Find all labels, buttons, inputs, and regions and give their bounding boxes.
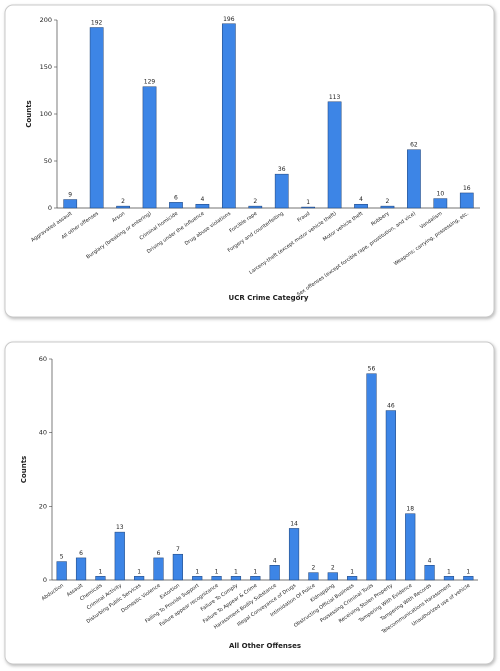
bar — [385, 410, 396, 581]
y-tick-label: 200 — [40, 16, 52, 24]
bar — [192, 576, 203, 581]
bar — [211, 576, 222, 581]
bar — [354, 203, 368, 209]
value-label: 2 — [311, 565, 315, 572]
bar — [463, 576, 474, 581]
bar — [380, 205, 395, 209]
value-label: 1 — [466, 568, 470, 575]
value-label: 6 — [174, 194, 178, 201]
bar — [114, 531, 125, 581]
value-label: 6 — [157, 550, 161, 557]
bar — [274, 173, 289, 209]
value-label: 4 — [359, 196, 363, 203]
value-label: 192 — [91, 20, 103, 27]
bar — [327, 101, 342, 209]
bar — [142, 86, 157, 209]
bar — [172, 553, 183, 581]
bar — [407, 149, 421, 209]
value-label: 1 — [137, 568, 141, 575]
bar — [56, 561, 67, 581]
value-label: 1 — [234, 568, 238, 575]
bar — [221, 23, 236, 209]
bar — [308, 572, 319, 581]
bar — [366, 373, 377, 581]
value-label: 4 — [428, 557, 432, 564]
value-label: 129 — [144, 79, 156, 86]
value-label: 7 — [176, 546, 180, 553]
bar — [169, 202, 183, 209]
value-label: 2 — [253, 198, 257, 205]
value-label: 4 — [200, 196, 204, 203]
value-label: 6 — [79, 550, 83, 557]
value-label: 1 — [447, 568, 451, 575]
value-label: 62 — [410, 142, 418, 149]
x-axis-title: UCR Crime Category — [229, 294, 309, 302]
bar — [327, 572, 338, 581]
y-tick-label: 100 — [40, 110, 52, 118]
bar — [459, 192, 474, 209]
value-label: 2 — [386, 198, 390, 205]
y-axis-title: Counts — [20, 456, 28, 483]
bar — [63, 199, 78, 209]
value-label: 4 — [273, 557, 277, 564]
bar — [230, 576, 242, 581]
value-label: 1 — [253, 568, 257, 575]
value-label: 56 — [368, 366, 376, 373]
bar — [195, 203, 210, 209]
bar — [248, 205, 263, 209]
value-label: 1 — [350, 568, 354, 575]
value-label: 1 — [306, 199, 310, 206]
y-tick-label: 50 — [44, 157, 52, 165]
y-tick-label: 0 — [43, 576, 47, 584]
bar — [301, 206, 316, 209]
value-label: 14 — [290, 520, 298, 527]
bar — [424, 565, 435, 581]
bar — [95, 576, 106, 581]
panel — [4, 4, 495, 318]
bar — [89, 27, 104, 209]
bar — [269, 565, 280, 581]
value-label: 36 — [278, 166, 286, 173]
value-label: 10 — [437, 191, 445, 198]
bar — [433, 198, 448, 209]
value-label: 1 — [98, 568, 102, 575]
value-label: 5 — [60, 554, 64, 561]
y-tick-label: 40 — [39, 429, 47, 437]
value-label: 46 — [387, 403, 395, 410]
y-tick-label: 0 — [48, 204, 52, 212]
y-tick-label: 150 — [40, 63, 52, 71]
y-tick-label: 20 — [39, 502, 47, 510]
bar — [153, 557, 164, 581]
y-tick-label: 60 — [39, 355, 47, 363]
bar — [405, 513, 416, 581]
value-label: 113 — [329, 94, 341, 101]
value-label: 18 — [406, 506, 414, 513]
bar — [443, 576, 455, 581]
value-label: 2 — [331, 565, 335, 572]
value-label: 16 — [463, 185, 471, 192]
value-label: 2 — [121, 198, 125, 205]
value-label: 13 — [116, 524, 124, 531]
bar — [288, 528, 300, 581]
value-label: 196 — [223, 16, 235, 23]
x-axis-title: All Other Offenses — [229, 642, 301, 650]
value-label: 1 — [215, 568, 219, 575]
value-label: 1 — [195, 568, 199, 575]
bar — [116, 205, 130, 209]
value-label: 9 — [68, 192, 72, 199]
bar — [134, 576, 145, 581]
bar — [250, 576, 261, 581]
y-axis-title: Counts — [25, 100, 33, 127]
bar — [75, 557, 87, 581]
bar — [347, 576, 358, 581]
